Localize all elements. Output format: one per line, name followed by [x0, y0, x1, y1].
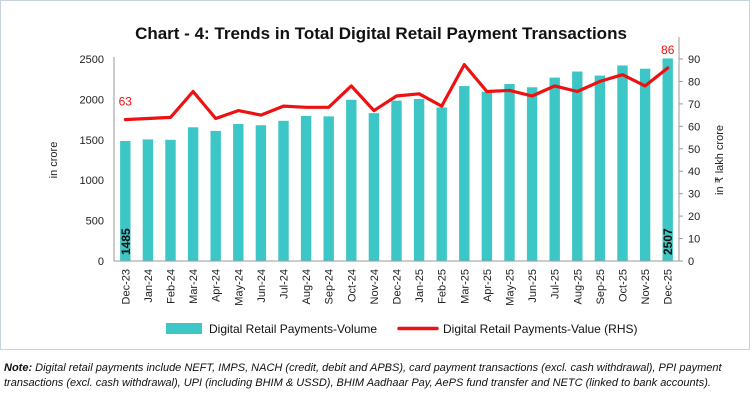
volume-bar	[210, 130, 221, 261]
volume-bar	[142, 139, 154, 261]
y-tick-label-left: 1500	[80, 135, 104, 147]
volume-bar	[662, 58, 673, 261]
y-tick-label-left: 2500	[80, 54, 104, 66]
legend-swatch-volume	[166, 323, 202, 334]
legend-label-value: Digital Retail Payments-Value (RHS)	[443, 322, 638, 336]
volume-bar	[233, 124, 244, 261]
volume-bar	[549, 77, 560, 261]
x-tick-label: Nov-25	[640, 269, 652, 304]
volume-bar	[165, 139, 176, 261]
bar-data-label: 1485	[119, 228, 133, 255]
x-tick-label: Jan-25	[414, 269, 426, 303]
x-tick-label: Jul-25	[550, 269, 562, 299]
volume-bar	[526, 87, 538, 261]
x-tick-label: Mar-24	[188, 269, 200, 304]
y-tick-label-right: 40	[688, 166, 700, 178]
bar-data-label: 2507	[661, 228, 675, 255]
y-tick-label-right: 60	[688, 121, 700, 133]
x-tick-label: Dec-23	[120, 269, 132, 304]
line-data-label: 86	[661, 43, 675, 57]
x-tick-label: Sep-25	[595, 269, 607, 304]
y-tick-label-right: 70	[688, 99, 700, 111]
x-tick-label: Sep-24	[324, 269, 336, 304]
y-tick-label-right: 0	[688, 256, 694, 268]
volume-bar	[594, 75, 606, 262]
x-tick-label: Feb-24	[166, 269, 178, 304]
line-data-label: 63	[119, 95, 133, 109]
y-tick-label-right: 90	[688, 54, 700, 66]
y-tick-label-left: 2000	[80, 94, 104, 106]
volume-bar	[504, 84, 515, 261]
volume-bar	[346, 99, 357, 261]
chart-svg: Chart - 4: Trends in Total Digital Retai…	[48, 24, 726, 336]
volume-bar	[413, 98, 425, 261]
x-tick-label: Jun-25	[527, 269, 539, 303]
x-tick-label: Oct-24	[346, 269, 358, 302]
y-tick-label-left: 1000	[80, 175, 104, 187]
x-tick-label: May-24	[233, 269, 245, 306]
volume-bar	[436, 107, 447, 261]
x-tick-label: Aug-25	[572, 269, 584, 304]
volume-bar	[481, 91, 493, 261]
y-tick-label-right: 30	[688, 189, 700, 201]
volume-bar	[572, 71, 583, 261]
x-tick-label: Dec-24	[392, 269, 404, 304]
volume-bar	[459, 86, 470, 262]
volume-bar	[187, 127, 199, 261]
y-tick-label-right: 10	[688, 234, 700, 246]
x-tick-label: Jul-24	[279, 269, 291, 299]
note-text: Digital retail payments include NEFT, IM…	[4, 362, 722, 389]
y-tick-label-right: 20	[688, 211, 700, 223]
volume-bar	[300, 115, 312, 262]
y-tick-label-left: 0	[98, 256, 104, 268]
x-tick-label: Feb-25	[437, 269, 449, 304]
x-tick-label: Jun-24	[256, 269, 268, 303]
y-axis-title-left: in crore	[48, 142, 60, 179]
x-tick-label: Apr-24	[211, 269, 223, 302]
x-tick-label: Jan-24	[143, 269, 155, 303]
volume-bar	[368, 113, 380, 261]
x-tick-label: Dec-25	[663, 269, 675, 304]
volume-bar	[617, 65, 628, 262]
volume-bar	[391, 100, 402, 261]
x-tick-label: Oct-25	[618, 269, 630, 302]
x-tick-label: Nov-24	[369, 269, 381, 304]
x-tick-label: Mar-25	[459, 269, 471, 304]
chart-title: Chart - 4: Trends in Total Digital Retai…	[135, 24, 627, 43]
note-label: Note:	[4, 362, 33, 374]
x-tick-label: May-25	[505, 269, 517, 306]
y-tick-label-right: 80	[688, 76, 700, 88]
x-tick-label: Aug-24	[301, 269, 313, 304]
volume-bar	[255, 125, 267, 261]
x-tick-label: Apr-25	[482, 269, 494, 302]
y-tick-label-right: 50	[688, 144, 700, 156]
y-tick-label-left: 500	[86, 216, 104, 228]
value-line	[123, 62, 670, 122]
chart-note: Note: Digital retail payments include NE…	[4, 361, 748, 390]
y-axis-title-right: in ₹ lakh crore	[714, 125, 726, 195]
chart-frame: Chart - 4: Trends in Total Digital Retai…	[0, 0, 750, 350]
volume-bar	[278, 120, 289, 261]
volume-bar	[639, 68, 651, 261]
volume-bar	[323, 116, 334, 261]
legend-label-volume: Digital Retail Payments-Volume	[209, 322, 377, 336]
volume-bar	[120, 141, 131, 261]
